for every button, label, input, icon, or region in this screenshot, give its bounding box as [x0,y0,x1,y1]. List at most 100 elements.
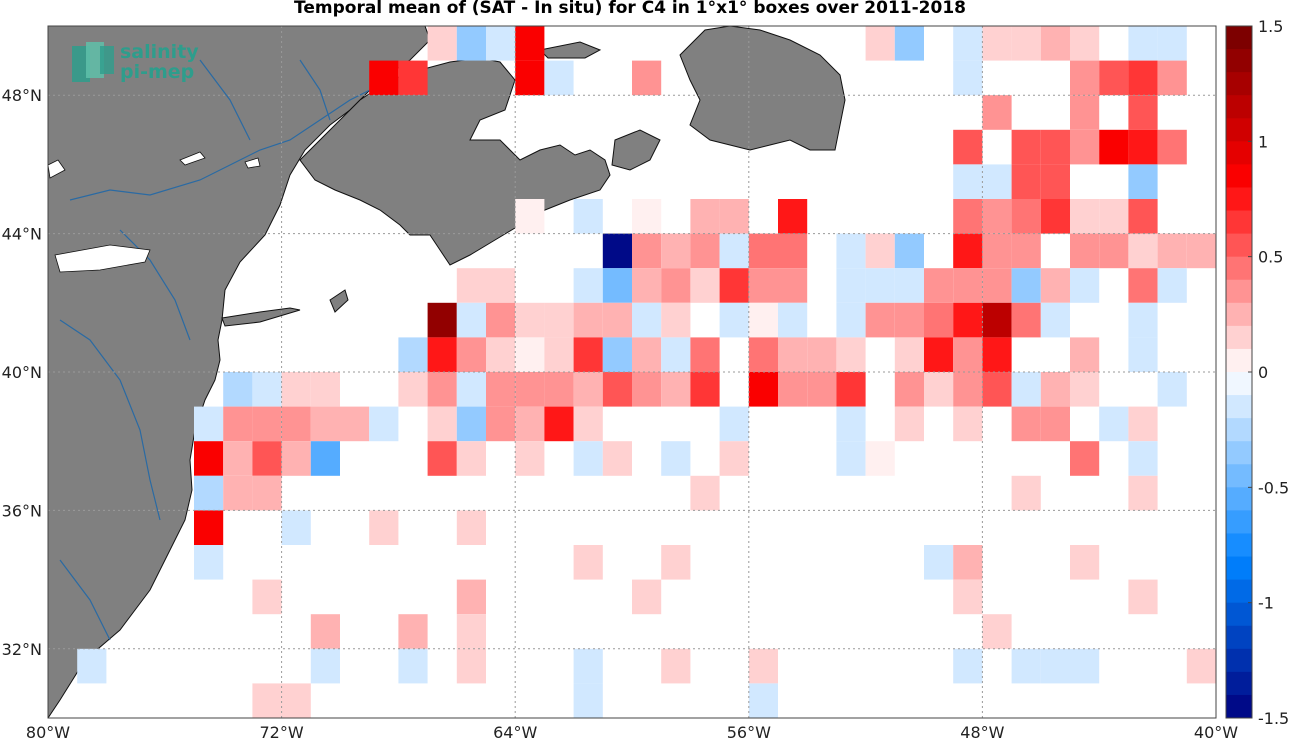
heatmap-cell [836,406,866,442]
lon-tick-label: 72°W [260,723,304,740]
heatmap-cell [427,372,457,407]
logo-mark-icon [72,42,114,82]
heatmap-cell [661,372,691,407]
lon-tick-label: 48°W [960,723,1004,740]
heatmap-cell [982,372,1012,407]
heatmap-cell [1070,233,1100,269]
heatmap-cell [632,337,662,372]
lat-tick-labels: 32°N 36°N 40°N 44°N 48°N [2,86,42,659]
heatmap-cell [778,268,808,303]
heatmap-cell [1128,199,1158,234]
heatmap-cell [1099,60,1129,96]
heatmap-cell [456,337,486,372]
heatmap-cell [1040,648,1070,684]
heatmap-cell [486,268,516,303]
heatmap-cell [456,579,486,615]
colorbar-segment [1226,95,1252,119]
lon-tick-label: 56°W [727,723,771,740]
heatmap-cell [486,26,516,61]
heatmap-cell [953,337,983,372]
heatmap-cell [1128,406,1158,442]
heatmap-cell [486,302,516,338]
heatmap-cell [1070,95,1100,130]
heatmap-cell [982,95,1012,130]
heatmap-cell [690,337,720,372]
heatmap-cell [77,648,107,684]
heatmap-cell [661,648,691,684]
land-anticosti [538,41,602,59]
heatmap-cell [194,475,224,511]
heatmap-cell [310,372,340,407]
heatmap-cell [1040,164,1070,199]
colorbar-segment [1226,372,1252,396]
heatmap-cell [778,337,808,372]
heatmap-cell [778,199,808,234]
heatmap-cell [223,372,253,407]
heatmap-cell [1099,129,1129,165]
heatmap-cell [894,406,924,442]
heatmap-cell [748,268,778,303]
heatmap-cell [632,199,662,234]
heatmap-cell [252,406,282,442]
logo-line1: salinity [120,41,199,63]
heatmap-cell [778,233,808,269]
heatmap-cell [281,510,311,545]
heatmap-cell [982,233,1012,269]
heatmap-cell [1070,129,1100,165]
colorbar-segment [1226,233,1252,258]
heatmap-cell [748,302,778,338]
heatmap-cell [602,337,632,372]
heatmap-cell [602,441,632,476]
heatmap-cell [1040,406,1070,442]
heatmap-cell [486,406,516,442]
lat-tick-label: 48°N [2,86,42,105]
heatmap-cell [573,683,603,718]
heatmap-cell [602,302,632,338]
heatmap-cell [515,60,545,96]
heatmap-cell [1128,302,1158,338]
heatmap-cell [894,337,924,372]
heatmap-cell [982,199,1012,234]
heatmap-cell [456,614,486,649]
heatmap-cell [1128,475,1158,511]
heatmap-cell [456,268,486,303]
colorbar-segment [1226,533,1252,558]
colorbar-tick-label: 1.5 [1258,17,1283,36]
heatmap-cell [661,441,691,476]
heatmap-cell [310,441,340,476]
heatmap-cell [719,233,749,269]
colorbar-segment [1226,602,1252,627]
heatmap-cell [748,233,778,269]
heatmap-cell [690,372,720,407]
heatmap-cell [515,199,545,234]
heatmap-cell [690,268,720,303]
heatmap-cell [1099,233,1129,269]
colorbar-segment [1226,671,1252,696]
heatmap-cell [1011,475,1041,511]
heatmap-cell [194,510,224,545]
heatmap-cell [865,441,895,476]
heatmap-cell [369,510,399,545]
heatmap-cell [894,233,924,269]
heatmap-cell [690,233,720,269]
colorbar-segment [1226,510,1252,534]
heatmap-cell [865,302,895,338]
heatmap-cell [748,372,778,407]
colorbar-segment [1226,418,1252,442]
heatmap-cell [632,233,662,269]
heatmap-cell [573,406,603,442]
heatmap-cell [1157,60,1187,96]
colorbar-tick-labels: 1.5 1 0.5 0 -0.5 -1 -1.5 [1248,17,1289,728]
heatmap-cell [1099,406,1129,442]
heatmap-cell [1040,26,1070,61]
heatmap-cell [661,302,691,338]
heatmap-cell [748,648,778,684]
rivers [59,59,381,641]
heatmap-cell [661,545,691,580]
plot-frame [47,25,1217,719]
heatmap-cell [281,406,311,442]
heatmap-cell [953,26,983,61]
heatmap-cell [924,302,954,338]
heatmap-cell [1128,337,1158,372]
heatmap-cell [836,337,866,372]
